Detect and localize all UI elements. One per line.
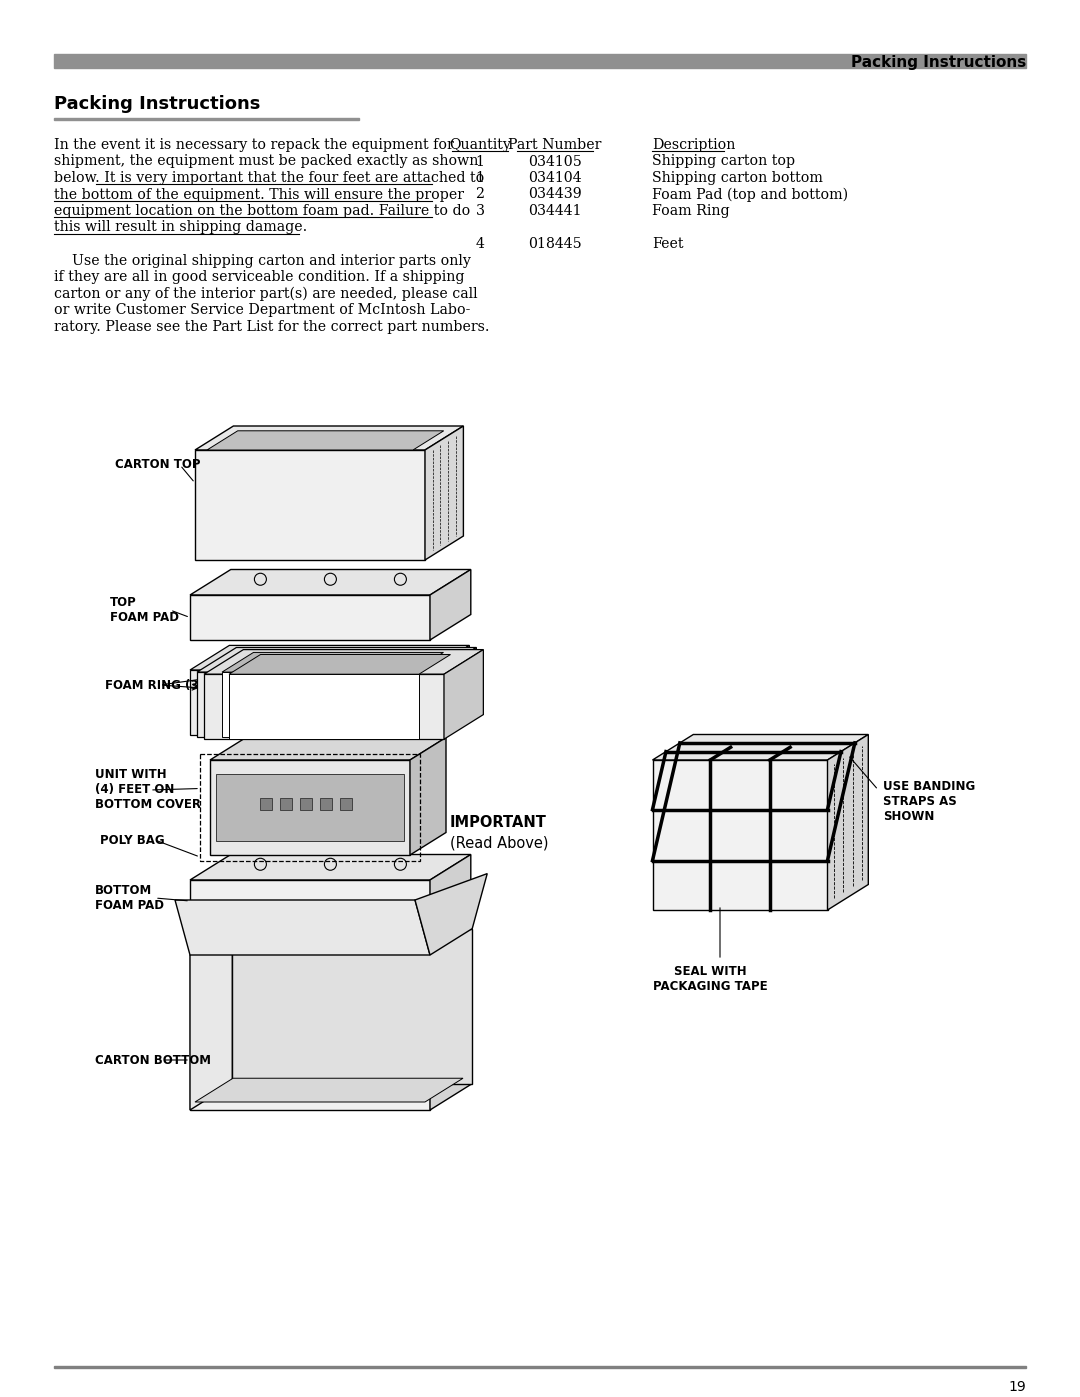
Text: Packing Instructions: Packing Instructions xyxy=(54,95,260,113)
Text: 1: 1 xyxy=(475,155,485,169)
Polygon shape xyxy=(652,760,827,909)
Polygon shape xyxy=(210,738,446,760)
Polygon shape xyxy=(232,929,472,1084)
Text: 19: 19 xyxy=(1009,1380,1026,1394)
Text: UNIT WITH
(4) FEET ON
BOTTOM COVER: UNIT WITH (4) FEET ON BOTTOM COVER xyxy=(95,768,201,812)
Text: the bottom of the equipment. This will ensure the proper: the bottom of the equipment. This will e… xyxy=(54,187,464,201)
Text: FOAM RING (3): FOAM RING (3) xyxy=(105,679,204,692)
Polygon shape xyxy=(197,672,437,738)
Text: or write Customer Service Department of McIntosh Labo-: or write Customer Service Department of … xyxy=(54,303,471,317)
Text: Shipping carton top: Shipping carton top xyxy=(652,155,795,169)
Polygon shape xyxy=(190,595,430,640)
Text: Packing Instructions: Packing Instructions xyxy=(851,54,1026,70)
Polygon shape xyxy=(195,1078,463,1102)
Bar xyxy=(280,798,292,810)
Polygon shape xyxy=(207,430,444,450)
Text: USE BANDING
STRAPS AS
SHOWN: USE BANDING STRAPS AS SHOWN xyxy=(883,780,975,823)
Text: 2: 2 xyxy=(475,187,485,201)
Text: 034105: 034105 xyxy=(528,155,582,169)
Text: POLY BAG: POLY BAG xyxy=(100,834,164,847)
Text: 3: 3 xyxy=(475,204,485,218)
Polygon shape xyxy=(215,651,436,671)
Polygon shape xyxy=(652,735,868,760)
Polygon shape xyxy=(229,675,419,739)
Text: shipment, the equipment must be packed exactly as shown: shipment, the equipment must be packed e… xyxy=(54,155,478,169)
Polygon shape xyxy=(190,570,471,595)
Polygon shape xyxy=(430,645,470,735)
Bar xyxy=(340,798,352,810)
Text: Quantity: Quantity xyxy=(449,138,511,152)
Polygon shape xyxy=(827,735,868,909)
Bar xyxy=(54,1366,1026,1368)
Polygon shape xyxy=(204,675,444,739)
Polygon shape xyxy=(430,855,471,922)
Polygon shape xyxy=(210,760,410,855)
Text: Description: Description xyxy=(652,138,735,152)
Text: Shipping carton bottom: Shipping carton bottom xyxy=(652,170,823,184)
Polygon shape xyxy=(229,655,450,675)
Text: BOTTOM
FOAM PAD: BOTTOM FOAM PAD xyxy=(95,884,164,912)
Text: 034441: 034441 xyxy=(528,204,582,218)
Bar xyxy=(320,798,332,810)
Polygon shape xyxy=(430,570,471,640)
Text: if they are all in good serviceable condition. If a shipping: if they are all in good serviceable cond… xyxy=(54,270,464,284)
Text: this will result in shipping damage.: this will result in shipping damage. xyxy=(54,221,307,235)
Text: IMPORTANT: IMPORTANT xyxy=(450,814,546,830)
Polygon shape xyxy=(222,652,444,672)
Polygon shape xyxy=(430,929,472,1111)
Polygon shape xyxy=(426,426,463,560)
Text: below. It is very important that the four feet are attached to: below. It is very important that the fou… xyxy=(54,170,484,184)
Polygon shape xyxy=(190,929,232,1111)
Polygon shape xyxy=(444,650,484,739)
Text: CARTON BOTTOM: CARTON BOTTOM xyxy=(95,1053,211,1066)
Polygon shape xyxy=(410,738,446,855)
Polygon shape xyxy=(222,672,411,738)
Polygon shape xyxy=(190,956,430,1111)
Text: 034439: 034439 xyxy=(528,187,582,201)
Polygon shape xyxy=(175,900,430,956)
Bar xyxy=(260,798,272,810)
Polygon shape xyxy=(437,647,476,738)
Text: Use the original shipping carton and interior parts only: Use the original shipping carton and int… xyxy=(54,253,471,267)
Polygon shape xyxy=(215,671,405,735)
Text: Foam Pad (top and bottom): Foam Pad (top and bottom) xyxy=(652,187,848,203)
Text: In the event it is necessary to repack the equipment for: In the event it is necessary to repack t… xyxy=(54,138,454,152)
Text: CARTON TOP: CARTON TOP xyxy=(114,458,201,472)
Bar xyxy=(54,54,1026,68)
Text: 1: 1 xyxy=(475,170,485,184)
Polygon shape xyxy=(195,450,426,560)
Polygon shape xyxy=(197,647,476,672)
Text: 4: 4 xyxy=(475,237,485,251)
Text: SEAL WITH
PACKAGING TAPE: SEAL WITH PACKAGING TAPE xyxy=(652,965,767,993)
Text: equipment location on the bottom foam pad. Failure to do: equipment location on the bottom foam pa… xyxy=(54,204,470,218)
Polygon shape xyxy=(190,855,471,880)
Text: (Read Above): (Read Above) xyxy=(450,835,549,849)
Polygon shape xyxy=(190,880,430,922)
Text: Foam Ring: Foam Ring xyxy=(652,204,730,218)
Text: 018445: 018445 xyxy=(528,237,582,251)
Polygon shape xyxy=(415,873,487,956)
Polygon shape xyxy=(204,650,484,675)
Text: 034104: 034104 xyxy=(528,170,582,184)
Text: Part Number: Part Number xyxy=(509,138,602,152)
Text: Feet: Feet xyxy=(652,237,684,251)
Text: TOP
FOAM PAD: TOP FOAM PAD xyxy=(110,597,179,624)
Bar xyxy=(300,798,312,810)
Polygon shape xyxy=(190,645,470,671)
Bar xyxy=(216,774,404,841)
Bar xyxy=(54,117,359,120)
Text: ratory. Please see the Part List for the correct part numbers.: ratory. Please see the Part List for the… xyxy=(54,320,489,334)
Text: carton or any of the interior part(s) are needed, please call: carton or any of the interior part(s) ar… xyxy=(54,286,477,300)
Polygon shape xyxy=(195,426,463,450)
Polygon shape xyxy=(190,671,430,735)
